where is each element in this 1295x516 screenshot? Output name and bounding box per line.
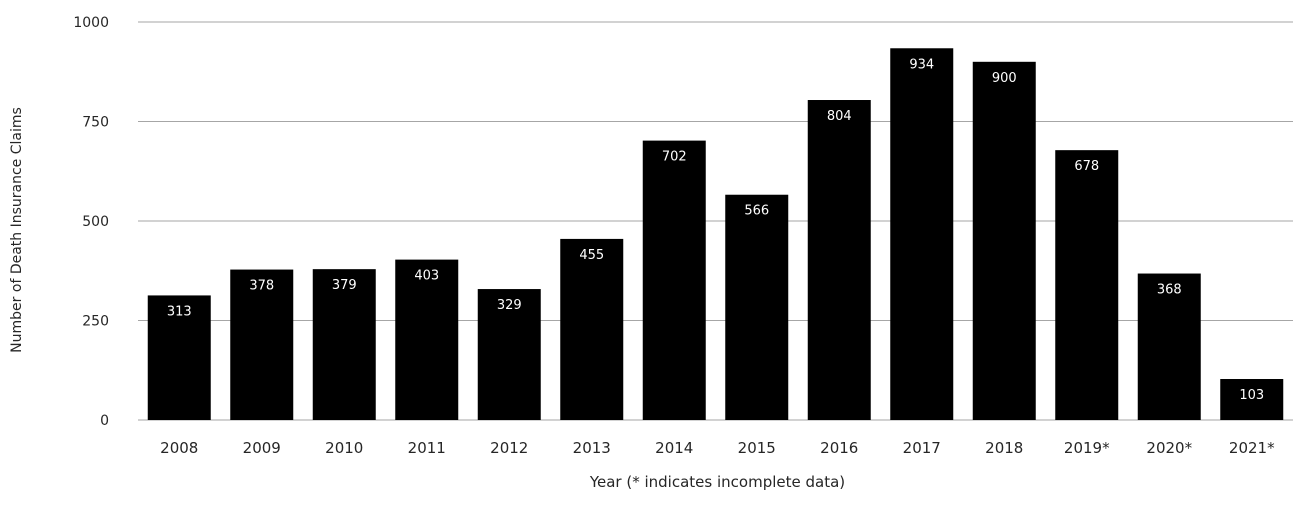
data-label: 368 (1157, 283, 1182, 298)
x-tick-label: 2008 (160, 439, 198, 457)
bar (725, 194, 789, 420)
data-label: 403 (414, 269, 439, 284)
bar (642, 140, 706, 420)
bar (1137, 273, 1201, 420)
x-tick-label: 2012 (490, 439, 528, 457)
bar (1055, 150, 1119, 420)
bar (477, 289, 541, 420)
data-label: 702 (662, 150, 687, 165)
bars (147, 48, 1284, 421)
gridlines (138, 21, 1293, 421)
data-labels: 313 378 379 403 329 455 702 566 804 934 900 678 368 1… (167, 57, 1264, 403)
y-tick-label: 1000 (73, 15, 109, 31)
data-label: 455 (579, 248, 604, 263)
x-tick-label: 2017 (903, 439, 941, 457)
data-label: 329 (497, 298, 522, 313)
x-tick-labels: 2008 2009 2010 2011 2012 2013 2014 2015 2016 2017… (160, 439, 1275, 457)
x-tick-label: 2016 (820, 439, 858, 457)
data-label: 900 (992, 71, 1017, 86)
x-tick-label: 2021* (1229, 439, 1275, 457)
bar (395, 259, 459, 420)
data-label: 678 (1074, 159, 1099, 174)
y-tick-label: 250 (82, 314, 109, 330)
x-tick-label: 2011 (408, 439, 446, 457)
x-tick-label: 2010 (325, 439, 363, 457)
x-tick-label: 2019* (1064, 439, 1110, 457)
bar (147, 295, 211, 420)
bar (1220, 379, 1284, 420)
x-tick-label: 2009 (243, 439, 281, 457)
x-tick-label: 2014 (655, 439, 693, 457)
data-label: 379 (332, 278, 357, 293)
bar (890, 48, 954, 420)
data-label: 804 (827, 109, 852, 124)
y-tick-label: 0 (100, 413, 109, 429)
x-tick-label: 2013 (573, 439, 611, 457)
data-label: 566 (744, 204, 769, 219)
data-label: 934 (909, 57, 934, 72)
y-tick-labels: 0 250 500 750 1000 (73, 15, 109, 429)
y-axis-title: Number of Death Insurance Claims (9, 107, 25, 353)
x-tick-label: 2020* (1146, 439, 1192, 457)
bar (560, 238, 624, 420)
data-label: 313 (167, 304, 192, 319)
bar (807, 100, 871, 421)
x-tick-label: 2015 (738, 439, 776, 457)
bar (972, 61, 1036, 421)
x-axis-title: Year (* indicates incomplete data) (589, 473, 846, 491)
bar (230, 269, 294, 420)
y-tick-label: 750 (82, 115, 109, 131)
data-label: 378 (249, 279, 274, 294)
data-label: 103 (1239, 388, 1264, 403)
bar (312, 269, 376, 420)
y-tick-label: 500 (82, 214, 109, 230)
x-tick-label: 2018 (985, 439, 1023, 457)
